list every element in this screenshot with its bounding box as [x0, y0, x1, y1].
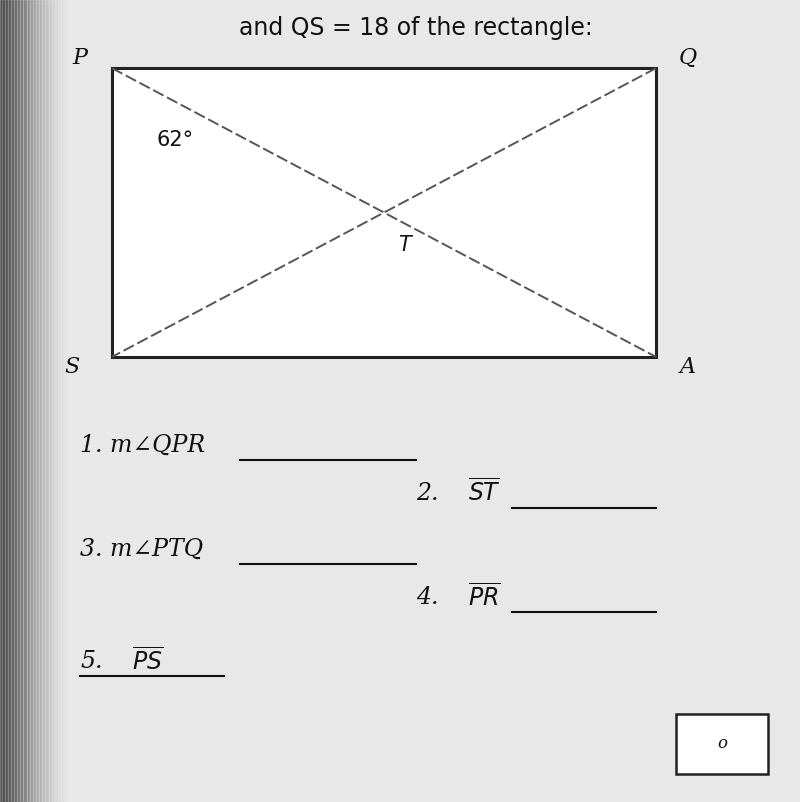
Bar [12, 0, 14, 802]
Text: A: A [680, 355, 696, 378]
Bar [49, 0, 50, 802]
Bar [2, 0, 3, 802]
Text: 62°: 62° [156, 131, 193, 150]
Bar [14, 0, 16, 802]
Bar [67, 0, 69, 802]
Bar [50, 0, 51, 802]
Bar [51, 0, 53, 802]
Bar [112, 68, 656, 357]
Bar [25, 0, 26, 802]
Bar [37, 0, 38, 802]
Bar [19, 0, 21, 802]
Bar [60, 0, 62, 802]
Bar [676, 714, 768, 774]
Text: $\overline{PS}$: $\overline{PS}$ [132, 648, 163, 675]
Bar [9, 0, 10, 802]
Bar [62, 0, 63, 802]
Bar [53, 0, 54, 802]
Bar [41, 0, 42, 802]
Text: 3. m∠PTQ: 3. m∠PTQ [80, 538, 203, 561]
Bar [31, 0, 32, 802]
Bar [35, 0, 37, 802]
Text: 5.: 5. [80, 650, 102, 673]
Bar [28, 0, 30, 802]
Bar [70, 0, 72, 802]
Text: 2.: 2. [416, 482, 438, 504]
Bar [26, 0, 28, 802]
Bar [47, 0, 49, 802]
Bar [5, 0, 6, 802]
Text: P: P [73, 47, 87, 69]
Text: $\overline{ST}$: $\overline{ST}$ [468, 480, 501, 507]
Text: Q: Q [679, 47, 697, 69]
Bar [42, 0, 44, 802]
Bar [34, 0, 35, 802]
Bar [0, 0, 2, 802]
Bar [16, 0, 18, 802]
Bar [69, 0, 70, 802]
Bar [21, 0, 22, 802]
Bar [23, 0, 25, 802]
Bar [63, 0, 65, 802]
Bar [46, 0, 47, 802]
Text: S: S [64, 355, 80, 378]
Bar [7, 0, 9, 802]
Text: o: o [717, 735, 727, 752]
Bar [65, 0, 66, 802]
Bar [30, 0, 31, 802]
Text: and QS = 18 of the rectangle:: and QS = 18 of the rectangle: [239, 16, 593, 40]
Bar [10, 0, 12, 802]
Bar [56, 0, 58, 802]
Bar [22, 0, 23, 802]
Text: 1. m∠QPR: 1. m∠QPR [80, 434, 205, 456]
Bar [18, 0, 19, 802]
Bar [54, 0, 56, 802]
Text: T: T [398, 235, 410, 254]
Bar [40, 0, 41, 802]
Bar [66, 0, 67, 802]
Bar [38, 0, 40, 802]
Bar [44, 0, 46, 802]
Text: $\overline{PR}$: $\overline{PR}$ [468, 584, 501, 611]
Text: 4.: 4. [416, 586, 438, 609]
Bar [58, 0, 60, 802]
Bar [32, 0, 34, 802]
Bar [3, 0, 5, 802]
Bar [6, 0, 7, 802]
